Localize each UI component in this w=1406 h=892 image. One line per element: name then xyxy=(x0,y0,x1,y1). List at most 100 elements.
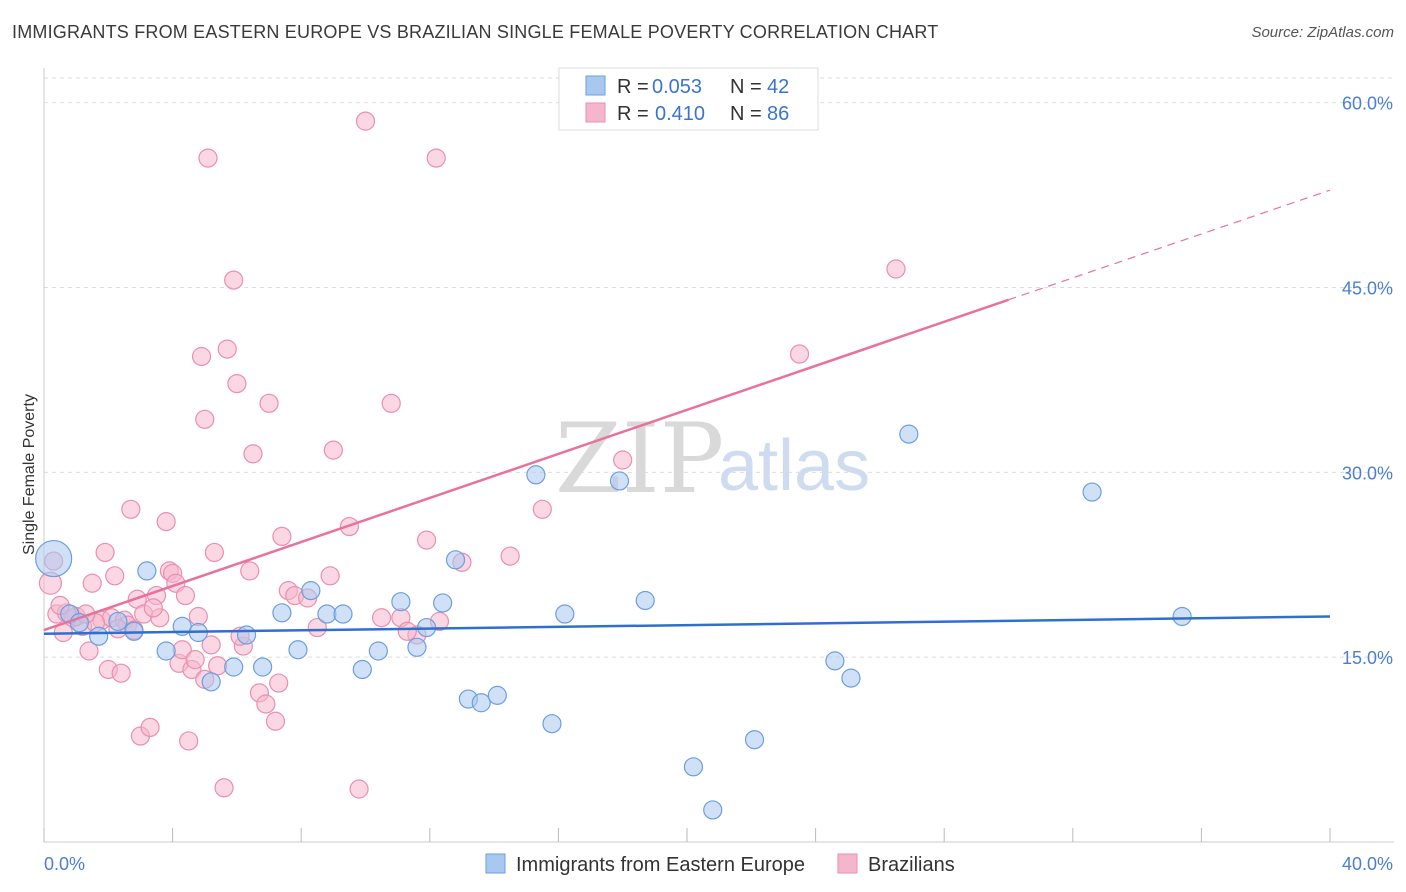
brazilians-point-83 xyxy=(397,621,417,641)
brazilians-point-37 xyxy=(224,270,244,290)
axes xyxy=(43,68,1394,843)
eastern-europe-point-21 xyxy=(391,592,411,612)
brazilians-point-82 xyxy=(426,148,446,168)
x-tick-label-max: 40.0% xyxy=(1342,854,1393,874)
brazilians-point-78 xyxy=(198,148,218,168)
trend-lines xyxy=(43,189,1331,635)
eastern-europe-point-24 xyxy=(433,593,453,613)
legend-r-label-blue: R = xyxy=(617,76,649,98)
brazilians-point-33 xyxy=(201,635,221,655)
eastern-europe-point-12 xyxy=(236,625,257,645)
brazilians-point-43 xyxy=(256,694,276,714)
brazilians-point-72 xyxy=(143,598,163,618)
eastern-europe-point-28 xyxy=(487,685,507,705)
eastern-europe-point-38 xyxy=(841,668,861,688)
brazilians-point-23 xyxy=(156,512,176,532)
brazilians-point-35 xyxy=(214,778,234,798)
eastern-europe-point-33 xyxy=(635,590,655,611)
legend-n-label-blue: N = xyxy=(730,76,762,98)
watermark-atlas: atlas xyxy=(718,426,870,506)
eastern-europe-point-35 xyxy=(703,800,723,820)
brazilians-point-75 xyxy=(185,650,205,670)
brazilians-point-65 xyxy=(613,450,633,470)
brazilians-point-51 xyxy=(320,566,340,586)
legend-box: R = 0.053 N = 42 R = 0.410 N = 86 xyxy=(558,67,819,131)
eastern-europe-points xyxy=(35,424,1192,820)
y-tick-label-30: 30.0% xyxy=(1342,463,1393,483)
eastern-europe-point-40 xyxy=(1082,482,1102,502)
eastern-europe-point-25 xyxy=(445,550,466,570)
eastern-europe-point-0 xyxy=(35,539,73,578)
eastern-europe-point-17 xyxy=(317,604,337,624)
brazilians-point-64 xyxy=(532,499,552,519)
brazilians-point-7 xyxy=(82,573,102,593)
eastern-europe-point-31 xyxy=(555,604,575,624)
eastern-europe-point-16 xyxy=(301,581,321,601)
legend-n-value-blue: 42 xyxy=(767,76,789,98)
brazilians-point-57 xyxy=(381,393,401,413)
y-tick-label-45: 45.0% xyxy=(1342,278,1393,298)
brazilians-trend-line xyxy=(43,298,1009,632)
eastern-europe-point-4 xyxy=(108,611,128,632)
brazilians-point-77 xyxy=(195,409,215,429)
brazilians-point-50 xyxy=(307,617,327,638)
eastern-europe-point-30 xyxy=(542,714,562,734)
legend-r-label-pink: R = xyxy=(617,103,649,125)
brazilians-point-52 xyxy=(323,440,343,460)
eastern-europe-point-22 xyxy=(407,637,427,657)
eastern-europe-point-14 xyxy=(272,603,292,623)
brazilians-point-29 xyxy=(179,731,199,751)
eastern-europe-point-15 xyxy=(288,640,308,660)
brazilians-point-16 xyxy=(121,499,141,519)
eastern-europe-point-18 xyxy=(333,604,353,624)
y-tick-label-15: 15.0% xyxy=(1342,648,1393,668)
legend-pink-swatch xyxy=(585,102,606,123)
brazilians-point-63 xyxy=(500,546,520,566)
eastern-europe-point-11 xyxy=(224,657,244,677)
source-label: Source: ZipAtlas.com xyxy=(1251,24,1394,41)
eastern-europe-point-37 xyxy=(825,651,845,671)
brazilians-point-66 xyxy=(789,344,810,364)
brazilians-point-38 xyxy=(227,374,247,394)
watermark-zip: ZIP xyxy=(555,403,724,515)
brazilians-point-74 xyxy=(175,585,196,606)
brazilians-point-55 xyxy=(355,111,376,131)
x-tick-labels: 0.0% 40.0% xyxy=(44,854,1393,874)
eastern-europe-point-10 xyxy=(201,672,221,692)
brazilians-point-44 xyxy=(259,393,279,413)
brazilians-point-36 xyxy=(217,339,237,359)
y-tick-labels: 15.0% 30.0% 45.0% 60.0% xyxy=(1342,94,1393,669)
brazilians-point-56 xyxy=(371,608,392,628)
brazilians-point-76 xyxy=(191,346,212,367)
brazilians-point-13 xyxy=(111,663,131,683)
brazilians-point-20 xyxy=(140,717,160,738)
brazilians-point-45 xyxy=(265,711,286,731)
eastern-europe-point-2 xyxy=(69,613,89,633)
brazilians-point-81 xyxy=(269,673,289,693)
y-tick-label-60: 60.0% xyxy=(1342,94,1393,114)
eastern-europe-point-32 xyxy=(609,471,630,491)
brazilians-point-34 xyxy=(208,656,228,676)
legend-r-value-pink: 0.410 xyxy=(655,103,705,125)
eastern-europe-point-7 xyxy=(156,641,176,661)
brazilians-point-6 xyxy=(79,641,99,661)
brazilians-point-41 xyxy=(243,444,263,464)
legend-n-value-pink: 86 xyxy=(767,103,789,125)
eastern-europe-point-27 xyxy=(471,693,491,713)
eastern-europe-point-34 xyxy=(683,757,704,777)
bottom-legend-pink-label: Brazilians xyxy=(868,854,955,876)
eastern-europe-point-41 xyxy=(1172,606,1192,627)
bottom-legend-blue-swatch xyxy=(485,853,506,874)
brazilians-point-79 xyxy=(204,542,224,563)
bottom-legend-pink-swatch xyxy=(837,853,858,874)
brazilians-point-12 xyxy=(105,566,125,586)
eastern-europe-point-3 xyxy=(89,626,109,646)
brazilians-point-9 xyxy=(95,542,115,563)
legend-r-value-blue: 0.053 xyxy=(652,76,702,98)
chart-title: IMMIGRANTS FROM EASTERN EUROPE VS BRAZIL… xyxy=(12,22,939,42)
eastern-europe-point-20 xyxy=(368,641,388,661)
brazilians-point-40 xyxy=(240,561,260,581)
legend-blue-swatch xyxy=(585,75,606,96)
eastern-europe-point-39 xyxy=(899,424,919,444)
